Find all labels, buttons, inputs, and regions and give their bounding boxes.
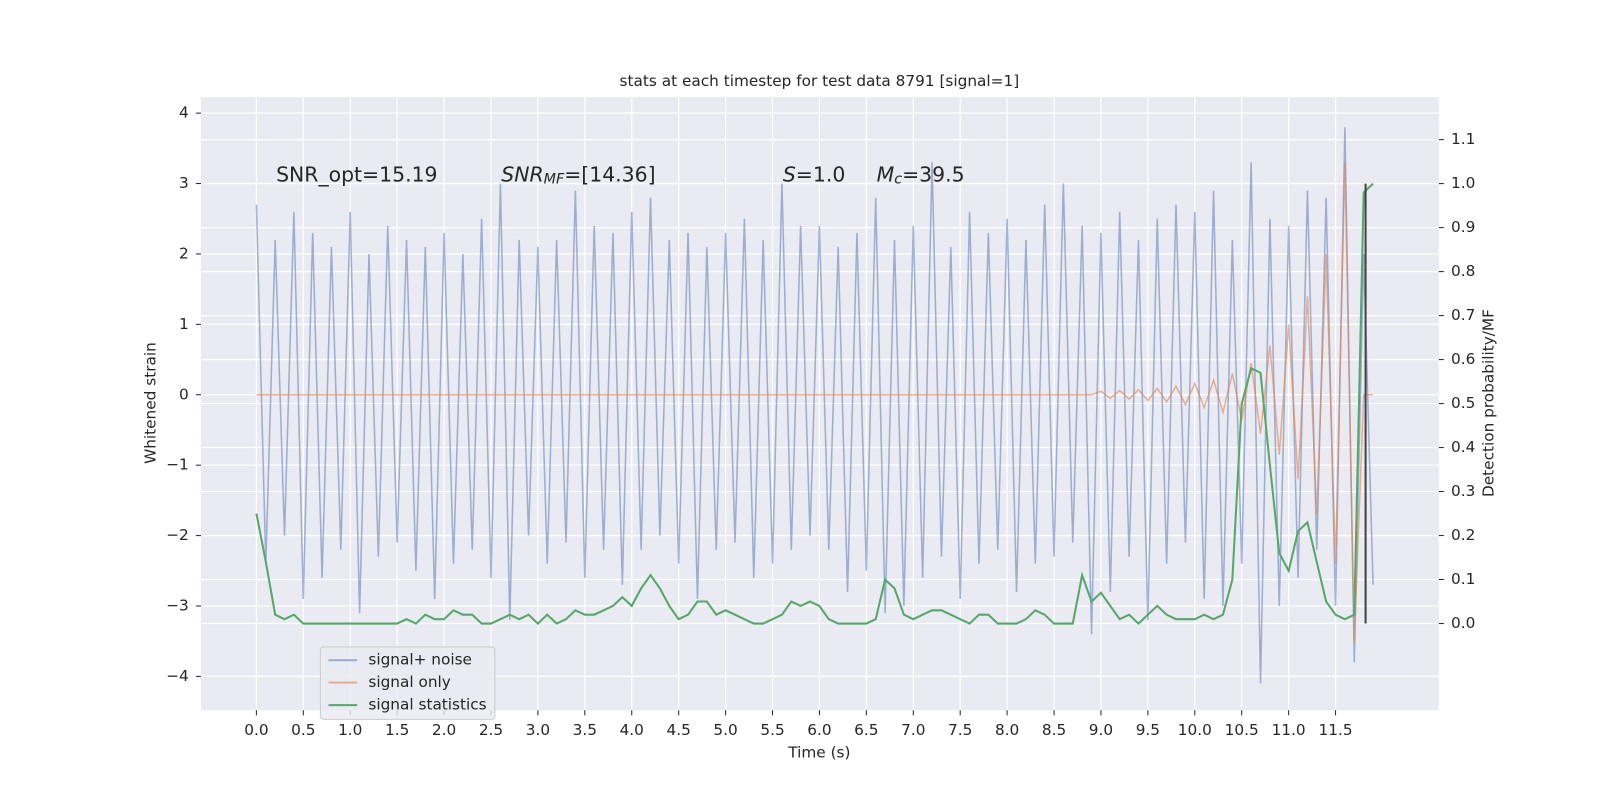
x-tick-label: 3.0 [526,721,550,739]
series-line [255,182,1374,625]
legend-label: signal only [368,673,450,691]
x-tick-label: 1.5 [385,721,409,739]
x-tick-label: 7.5 [948,721,972,739]
x-tick-label: 8.5 [1042,721,1066,739]
annotation-part: S [783,162,796,186]
annotation-part: SNR [501,162,543,186]
x-tick-label: 9.0 [1089,721,1113,739]
annotation: SNRMF=[14.36] [501,162,655,187]
legend-label: signal+ noise [368,651,472,669]
chart-title: stats at each timestep for test data 879… [620,72,1020,90]
annotation-part: =1.0 [796,162,846,186]
y-tick-label: 0 [179,385,189,403]
y2-tick-label: 0.9 [1451,218,1475,236]
annotation-part: SNR_opt=15.19 [276,162,437,187]
annotation: Mc=39.5 [877,162,965,187]
x-tick-label: 7.0 [901,721,925,739]
annotation-part: c [894,172,902,188]
y2-tick-label: 1.0 [1451,174,1475,192]
legend-box [319,646,496,720]
x-tick-label: 5.0 [713,721,737,739]
x-tick-label: 11.0 [1272,721,1306,739]
x-tick-label: 3.5 [573,721,597,739]
x-tick-label: 5.5 [760,721,784,739]
y-tick-label: 1 [179,315,189,333]
x-tick-label: 10.5 [1225,721,1259,739]
x-tick-label: 0.5 [291,721,315,739]
series-line [256,162,1374,642]
y2-tick-label: 1.1 [1451,130,1475,148]
y2-tick-label: 0.5 [1451,394,1475,412]
x-tick-label: 4.0 [620,721,644,739]
x-tick-label: 11.5 [1319,721,1353,739]
x-tick-label: 0.0 [244,721,268,739]
y-tick-label: −4 [166,667,189,685]
x-tick-label: 10.0 [1178,721,1212,739]
y2-tick-label: 0.3 [1451,482,1475,500]
x-axis-label: Time (s) [787,744,850,762]
x-tick-label: 2.5 [479,721,503,739]
x-tick-label: 1.0 [338,721,362,739]
y2-tick-label: 0.7 [1451,306,1475,324]
x-tick-label: 9.5 [1136,721,1160,739]
annotation: SNR_opt=15.19 [276,162,437,187]
y2-tick-label: 0.4 [1451,438,1475,456]
legend-label: signal statistics [368,696,486,714]
y2-axis-label: Detection probability/MF [1479,309,1497,497]
x-tick-label: 6.5 [854,721,878,739]
labels: 0.0 0.5 1.0 1.5 2.0 2.5 3.0 3.5 4.0 4.5 5.0 5.5 6.0 6… [166,104,1475,739]
annotation-part: M [877,162,895,186]
x-tick-label: 2.0 [432,721,456,739]
y-tick-label: −2 [166,526,189,544]
y-tick-label: 3 [179,174,189,192]
x-tick-label: 4.5 [667,721,691,739]
series-line [255,127,1374,684]
y-tick-label: −3 [166,596,189,614]
y-axis-label: Whitened strain [142,342,160,464]
y2-tick-label: 0.8 [1451,262,1475,280]
x-tick-label: 8.0 [995,721,1019,739]
y2-tick-label: 0.2 [1451,526,1475,544]
y2-tick-label: 0.1 [1451,570,1475,588]
y-tick-label: −1 [166,456,189,474]
y-tick-label: 4 [179,104,189,122]
annotation-part: MF [544,172,565,188]
annotation-part: =39.5 [902,162,965,186]
annotation-part: =[14.36] [564,162,655,186]
y-tick-label: 2 [179,244,189,262]
x-tick-label: 6.0 [807,721,831,739]
y2-tick-label: 0.6 [1451,350,1475,368]
y2-tick-label: 0.0 [1451,614,1475,632]
marks [255,127,1374,684]
annotation: S=1.0 [783,162,845,186]
